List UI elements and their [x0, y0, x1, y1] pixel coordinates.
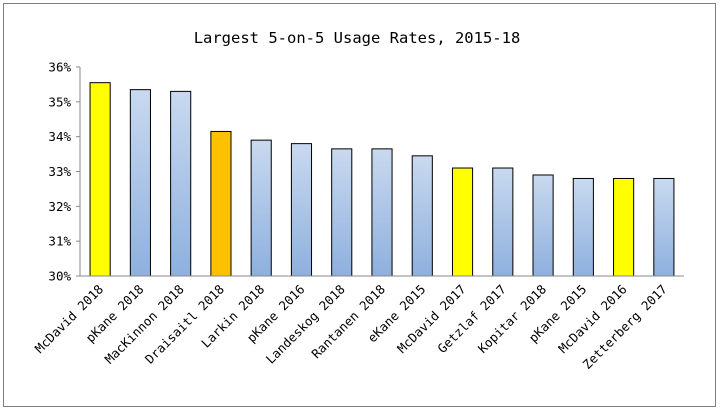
bar	[653, 177, 675, 277]
bar	[572, 177, 594, 277]
bar	[331, 148, 353, 277]
chart-title: Largest 5-on-5 Usage Rates, 2015-18	[194, 29, 521, 47]
bar	[613, 177, 635, 277]
y-tick-label: 31%	[48, 234, 71, 249]
bars	[89, 82, 675, 277]
y-tick-label: 34%	[48, 129, 71, 144]
bar	[371, 148, 393, 277]
bar	[532, 174, 554, 277]
chart-frame	[3, 3, 716, 407]
bar	[411, 155, 433, 277]
bar	[250, 139, 272, 277]
bar	[89, 82, 111, 277]
bar	[210, 130, 232, 277]
y-tick-label: 33%	[48, 164, 71, 179]
y-tick-label: 30%	[48, 269, 71, 284]
x-tick-label: Rantanen 2018	[308, 282, 388, 362]
bar	[492, 167, 514, 277]
y-tick-label: 35%	[48, 94, 71, 109]
bar	[290, 143, 313, 277]
y-tick-label: 36%	[48, 60, 71, 75]
y-axis: 30% 31% 32% 33% 34% 35% 36%	[48, 60, 81, 284]
x-tick-label: McDavid 2018	[32, 282, 106, 356]
y-tick-label: 32%	[48, 199, 71, 214]
bar	[170, 90, 192, 277]
bar	[129, 89, 151, 277]
bar	[451, 167, 474, 277]
